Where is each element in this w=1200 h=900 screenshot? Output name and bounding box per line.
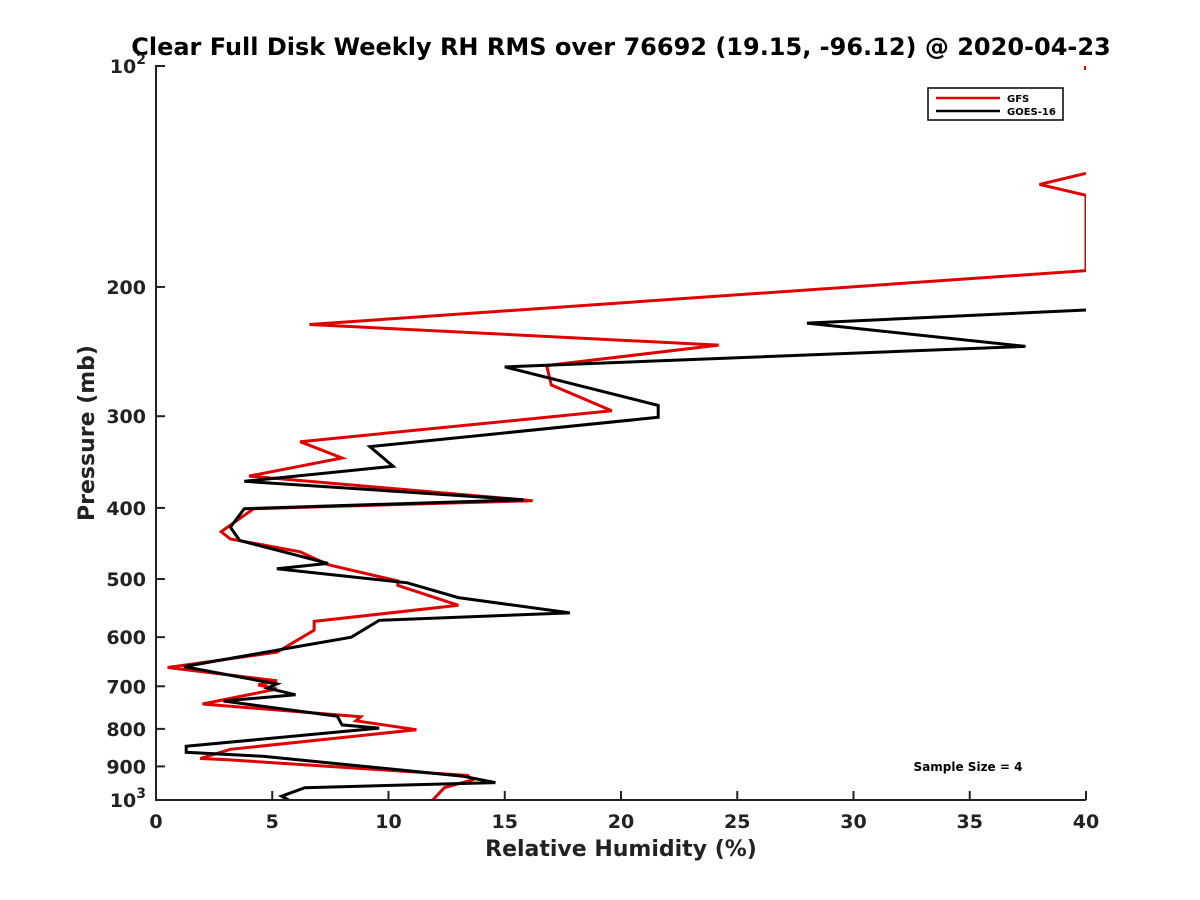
y-tick-label: 102 [110,52,146,78]
x-axis-ticks: 0 5 10 15 20 25 30 35 40 [149,791,1099,833]
y-tick-label: 400 [106,498,146,520]
x-tick-label: 0 [149,811,162,833]
series-line-goes-16 [183,308,1086,800]
x-tick-label: 20 [608,811,634,833]
y-tick-label: 200 [106,277,146,299]
legend: GFS GOES-16 [927,87,1064,121]
axes [155,65,1086,801]
x-tick-label: 10 [375,811,401,833]
legend-label-gfs: GFS [1007,94,1029,105]
y-tick-label: 700 [106,676,146,698]
chart-title: Clear Full Disk Weekly RH RMS over 76692… [131,33,1111,61]
legend-box [927,87,1064,121]
y-tick-label: 300 [106,406,146,428]
legend-label-goes-16: GOES-16 [1007,107,1056,118]
sample-size-annotation: Sample Size = 4 [914,760,1023,774]
x-tick-label: 30 [840,811,866,833]
x-tick-label: 15 [492,811,518,833]
x-tick-label: 40 [1073,811,1099,833]
y-tick-label: 800 [106,719,146,741]
y-tick-label: 103 [110,786,146,812]
y-tick-label: 500 [106,569,146,591]
plot-series [167,66,1086,800]
x-axis-label: Relative Humidity (%) [485,837,757,862]
series-line-gfs [167,171,1086,800]
y-axis-label: Pressure (mb) [75,345,100,521]
x-tick-label: 35 [957,811,983,833]
y-tick-label: 600 [106,627,146,649]
y-axis-ticks: 102 200 300 400 500 600 700 800 900 103 [106,52,165,812]
x-tick-label: 5 [266,811,279,833]
x-tick-label: 25 [724,811,750,833]
y-tick-label: 900 [106,756,146,778]
